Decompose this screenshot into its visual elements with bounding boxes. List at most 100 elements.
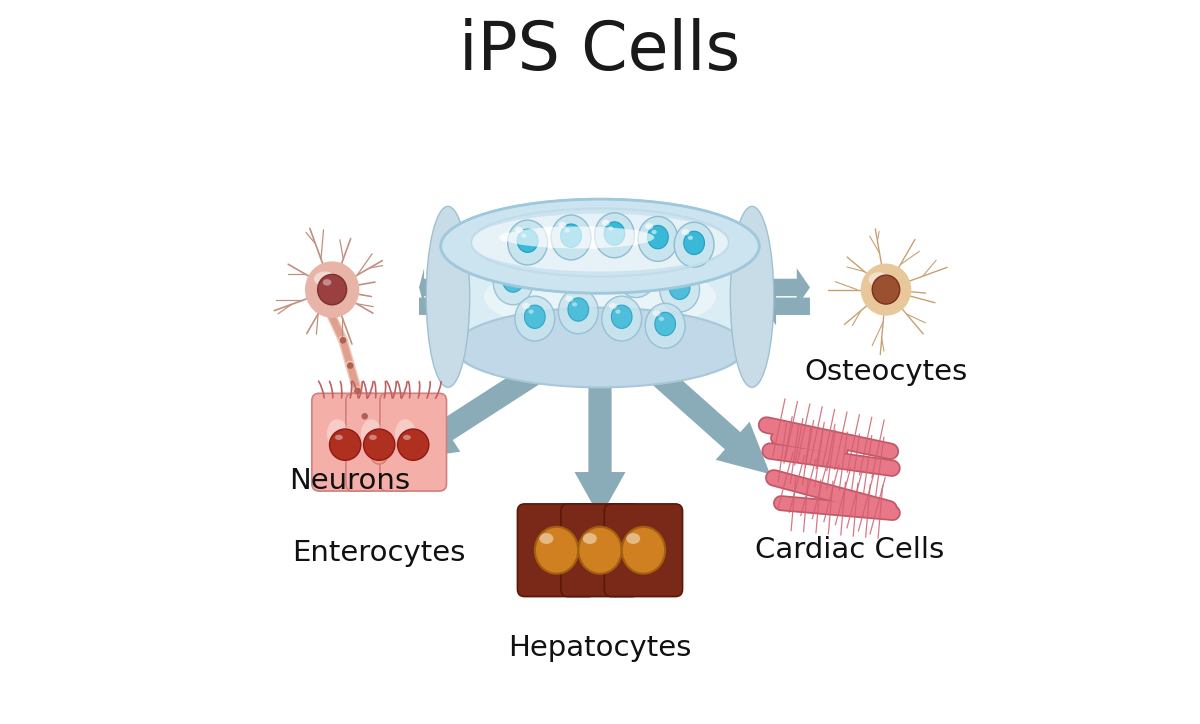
Ellipse shape: [682, 229, 689, 235]
Ellipse shape: [630, 266, 635, 270]
Ellipse shape: [653, 310, 660, 316]
FancyBboxPatch shape: [312, 393, 378, 491]
Ellipse shape: [580, 245, 588, 251]
Ellipse shape: [572, 238, 613, 283]
Ellipse shape: [484, 261, 716, 332]
Ellipse shape: [318, 274, 347, 305]
Ellipse shape: [587, 252, 592, 256]
Ellipse shape: [870, 273, 902, 306]
Ellipse shape: [340, 337, 347, 344]
Ellipse shape: [335, 435, 343, 440]
Polygon shape: [401, 345, 570, 460]
Ellipse shape: [626, 261, 647, 285]
Ellipse shape: [403, 435, 410, 440]
Ellipse shape: [517, 229, 538, 253]
Ellipse shape: [602, 296, 642, 341]
Ellipse shape: [361, 413, 368, 420]
Ellipse shape: [626, 533, 641, 544]
Ellipse shape: [305, 261, 359, 318]
Ellipse shape: [565, 229, 570, 232]
Ellipse shape: [469, 214, 731, 272]
Ellipse shape: [539, 533, 553, 544]
Ellipse shape: [499, 226, 658, 250]
FancyBboxPatch shape: [560, 504, 640, 597]
Ellipse shape: [503, 269, 523, 292]
Ellipse shape: [667, 274, 674, 280]
Ellipse shape: [560, 224, 581, 248]
Ellipse shape: [582, 247, 604, 271]
Text: iPS Cells: iPS Cells: [460, 18, 740, 84]
Ellipse shape: [529, 245, 569, 290]
Ellipse shape: [522, 303, 530, 309]
Polygon shape: [419, 269, 437, 306]
Ellipse shape: [558, 222, 566, 228]
Ellipse shape: [568, 298, 589, 321]
Ellipse shape: [616, 310, 620, 313]
FancyBboxPatch shape: [346, 393, 413, 491]
Ellipse shape: [395, 419, 416, 448]
FancyBboxPatch shape: [455, 246, 745, 348]
Ellipse shape: [646, 223, 653, 230]
Polygon shape: [629, 346, 770, 474]
Ellipse shape: [323, 279, 331, 286]
Ellipse shape: [440, 199, 760, 293]
Ellipse shape: [604, 222, 625, 245]
Ellipse shape: [371, 448, 388, 464]
Ellipse shape: [872, 275, 900, 304]
Ellipse shape: [354, 388, 361, 395]
Ellipse shape: [506, 274, 512, 277]
Ellipse shape: [611, 305, 632, 329]
Ellipse shape: [521, 234, 527, 237]
Ellipse shape: [624, 259, 631, 266]
Polygon shape: [455, 246, 462, 348]
Ellipse shape: [684, 231, 704, 255]
Ellipse shape: [515, 296, 554, 341]
Ellipse shape: [508, 220, 547, 265]
FancyBboxPatch shape: [605, 504, 683, 597]
Ellipse shape: [524, 305, 545, 329]
Ellipse shape: [558, 289, 598, 334]
Ellipse shape: [646, 303, 685, 348]
Text: Hepatocytes: Hepatocytes: [509, 634, 691, 662]
Ellipse shape: [551, 215, 590, 260]
Ellipse shape: [536, 252, 545, 258]
Ellipse shape: [544, 259, 548, 263]
Ellipse shape: [652, 230, 656, 234]
Ellipse shape: [539, 254, 559, 278]
Ellipse shape: [313, 270, 352, 309]
Ellipse shape: [608, 227, 613, 230]
Ellipse shape: [314, 272, 336, 286]
Ellipse shape: [326, 419, 348, 448]
Ellipse shape: [601, 219, 610, 226]
Ellipse shape: [572, 303, 577, 306]
Text: Osteocytes: Osteocytes: [804, 358, 967, 387]
Ellipse shape: [674, 222, 714, 267]
Ellipse shape: [503, 227, 654, 248]
Ellipse shape: [578, 527, 622, 573]
Ellipse shape: [622, 527, 665, 573]
Polygon shape: [419, 287, 437, 325]
Ellipse shape: [368, 434, 376, 441]
Ellipse shape: [673, 281, 678, 285]
Ellipse shape: [565, 295, 574, 302]
Ellipse shape: [426, 206, 469, 387]
Ellipse shape: [500, 266, 509, 273]
Text: Neurons: Neurons: [289, 467, 410, 495]
FancyBboxPatch shape: [517, 504, 595, 597]
Ellipse shape: [535, 527, 578, 573]
Ellipse shape: [659, 317, 664, 321]
Ellipse shape: [860, 264, 911, 316]
Ellipse shape: [397, 429, 428, 460]
Ellipse shape: [660, 267, 700, 312]
Ellipse shape: [451, 308, 749, 387]
Polygon shape: [763, 269, 810, 306]
Polygon shape: [763, 287, 810, 325]
Polygon shape: [738, 246, 745, 348]
FancyBboxPatch shape: [380, 393, 446, 491]
Ellipse shape: [648, 225, 668, 249]
Ellipse shape: [638, 216, 678, 261]
Ellipse shape: [330, 429, 361, 460]
Ellipse shape: [347, 363, 354, 369]
Ellipse shape: [361, 419, 382, 448]
Ellipse shape: [731, 206, 774, 387]
